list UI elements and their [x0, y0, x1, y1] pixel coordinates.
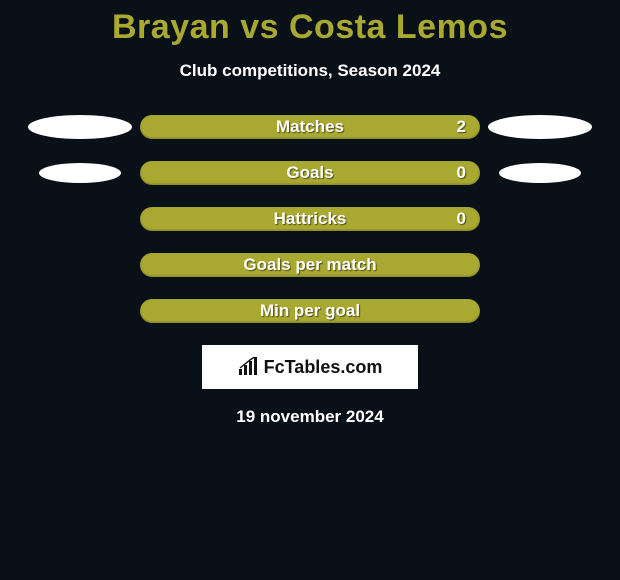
stat-bar: Goals 0 [140, 161, 480, 185]
row-hattricks: Hattricks 0 [0, 207, 620, 231]
left-ellipse [39, 163, 121, 183]
brand: FcTables.com [238, 357, 383, 378]
stat-label: Min per goal [260, 301, 360, 321]
right-side [480, 163, 600, 183]
stat-bar: Min per goal [140, 299, 480, 323]
left-side [20, 115, 140, 139]
stats-rows: Matches 2 Goals 0 Hattricks 0 Goals per … [0, 115, 620, 323]
stat-label: Goals [286, 163, 333, 183]
row-goals: Goals 0 [0, 161, 620, 185]
brand-box: FcTables.com [202, 345, 418, 389]
left-ellipse [28, 115, 132, 139]
date-text: 19 november 2024 [0, 407, 620, 427]
stat-label: Goals per match [243, 255, 376, 275]
stat-value: 0 [457, 209, 466, 229]
stat-bar: Goals per match [140, 253, 480, 277]
stat-value: 2 [457, 117, 466, 137]
subtitle: Club competitions, Season 2024 [0, 61, 620, 81]
stat-label: Hattricks [274, 209, 347, 229]
stat-label: Matches [276, 117, 344, 137]
brand-text: FcTables.com [264, 357, 383, 378]
row-matches: Matches 2 [0, 115, 620, 139]
right-ellipse [499, 163, 581, 183]
stat-bar: Hattricks 0 [140, 207, 480, 231]
right-side [480, 115, 600, 139]
page-title: Brayan vs Costa Lemos [0, 0, 620, 47]
stat-bar: Matches 2 [140, 115, 480, 139]
bar-chart-icon [238, 357, 260, 377]
left-side [20, 163, 140, 183]
row-min-per-goal: Min per goal [0, 299, 620, 323]
stat-value: 0 [457, 163, 466, 183]
right-ellipse [488, 115, 592, 139]
row-goals-per-match: Goals per match [0, 253, 620, 277]
